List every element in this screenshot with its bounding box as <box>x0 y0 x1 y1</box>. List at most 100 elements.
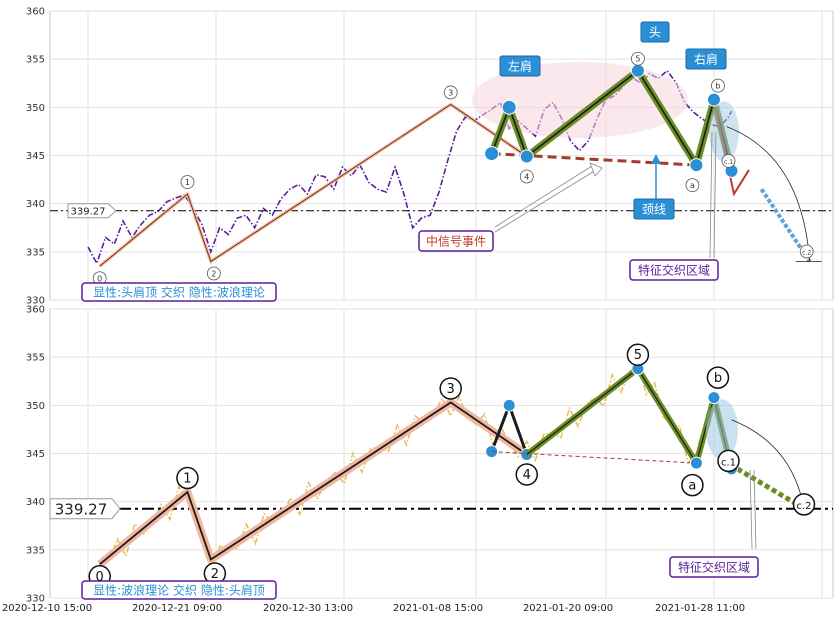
zone-label: 特征交织区域 <box>638 263 710 278</box>
wave-label: c.2 <box>796 501 811 512</box>
neckline <box>491 451 697 464</box>
neckline-label-box <box>633 198 675 220</box>
wave-label: 5 <box>634 348 642 363</box>
event-arrow-head <box>589 162 603 177</box>
footer-label-box <box>81 282 277 302</box>
zone-shade <box>708 101 739 162</box>
wave-label-circle <box>711 78 725 93</box>
x-tick-label: 2021-01-08 15:00 <box>393 603 483 614</box>
wave-label-circle <box>180 175 195 189</box>
wave-label-circle <box>439 377 462 400</box>
pattern-node <box>689 456 703 470</box>
y-tick-label: 335 <box>26 247 45 258</box>
right-shoulder-label: 右肩 <box>694 52 718 67</box>
top-panel: 330335340345350355360339.27左肩头右肩颈线中信号事件特… <box>26 7 834 307</box>
level-tag <box>49 498 121 520</box>
wave-label-circle <box>443 85 458 100</box>
wave-label: 0 <box>97 274 102 283</box>
x-tick-label: 2020-12-30 13:00 <box>263 603 353 614</box>
wave-line <box>99 401 528 565</box>
wave-label: a <box>688 479 696 494</box>
wave-label-circle <box>626 343 650 366</box>
event-arrow <box>494 165 597 233</box>
wave-label: a <box>690 181 695 190</box>
projection-arc <box>726 126 811 262</box>
pattern-node <box>519 149 534 164</box>
wave-label: 2 <box>211 269 216 278</box>
wave-label-circle <box>681 473 704 497</box>
y-tick-label: 355 <box>26 353 45 364</box>
wave-label: 3 <box>448 88 453 97</box>
wave-label-circle <box>799 244 814 259</box>
wave-label: c.2 <box>802 249 811 256</box>
zone-pointer <box>749 469 757 550</box>
y-tick-label: 345 <box>26 151 45 162</box>
zone-label: 特征交织区域 <box>678 560 750 575</box>
zone-label-box <box>669 556 759 578</box>
pattern-node <box>689 158 704 173</box>
y-tick-label: 350 <box>26 103 45 114</box>
wave-label: 5 <box>635 55 640 64</box>
wave-label: 2 <box>211 567 219 582</box>
x-tick-label: 2020-12-21 09:00 <box>132 603 222 614</box>
wave-label-circle <box>721 154 736 168</box>
pattern-node <box>630 63 645 78</box>
x-tick-label: 2020-12-10 15:00 <box>2 603 92 614</box>
pattern-shade <box>472 62 688 138</box>
event-label: 中信号事件 <box>426 234 486 249</box>
right-shoulder-label-box <box>685 48 727 70</box>
wave-line <box>99 103 528 267</box>
wave-label-circle <box>176 466 199 490</box>
bottom-panel: 330335340345350355360339.27特征交织区域显性:波浪理论… <box>2 305 834 614</box>
wave-label: 0 <box>96 570 104 585</box>
y-tick-label: 355 <box>26 55 45 66</box>
neckline-arrow <box>651 154 661 164</box>
y-tick-label: 335 <box>26 545 45 556</box>
pattern-node <box>707 391 721 405</box>
projection-c2 <box>736 466 806 511</box>
wave-label: 4 <box>524 172 529 181</box>
pattern-node <box>502 398 516 412</box>
zone-label-box <box>629 259 719 281</box>
pattern-node <box>706 92 721 107</box>
event-label-box <box>418 230 494 252</box>
y-tick-label: 330 <box>26 594 45 605</box>
zone-pointer <box>709 131 717 259</box>
wave-label: 4 <box>523 468 531 483</box>
footer-label: 显性:波浪理论 交织 隐性:头肩顶 <box>93 583 265 598</box>
wave-label-circle <box>515 463 538 486</box>
wave-label-circle <box>717 449 740 473</box>
x-tick-label: 2021-01-20 09:00 <box>523 603 613 614</box>
y-tick-label: 350 <box>26 401 45 412</box>
y-tick-label: 360 <box>26 305 45 316</box>
wave-label-circle <box>685 178 700 193</box>
y-tick-label: 345 <box>26 449 45 460</box>
wave-label: b <box>714 371 722 386</box>
zone-shade <box>705 399 738 460</box>
footer-label-box <box>81 580 277 600</box>
wave-label-circle <box>519 169 534 184</box>
y-tick-label: 330 <box>26 296 45 307</box>
y-tick-label: 360 <box>26 7 45 18</box>
left-shoulder-label: 左肩 <box>508 59 532 74</box>
pattern-node <box>484 146 500 162</box>
y-tick-label: 340 <box>26 497 45 508</box>
wave-label: 1 <box>183 472 191 487</box>
neckline-label: 颈线 <box>642 203 666 217</box>
wave-label-circle <box>206 266 221 281</box>
x-tick-label: 2021-01-28 11:00 <box>655 603 745 614</box>
footer-label: 显性:头肩顶 交织 隐性:波浪理论 <box>93 285 265 300</box>
head-label: 头 <box>649 26 661 40</box>
level-tag <box>67 203 117 219</box>
head-label-box <box>640 21 670 43</box>
pattern-node <box>501 99 517 115</box>
wave-label: 3 <box>447 382 455 397</box>
y-tick-label: 340 <box>26 199 45 210</box>
level-label: 339.27 <box>71 207 106 218</box>
wave-label: b <box>715 82 720 91</box>
wave-label-circle <box>792 493 816 516</box>
wave-label-circle <box>631 51 645 66</box>
level-label: 339.27 <box>55 501 108 519</box>
wave-label: c.1 <box>724 159 733 166</box>
